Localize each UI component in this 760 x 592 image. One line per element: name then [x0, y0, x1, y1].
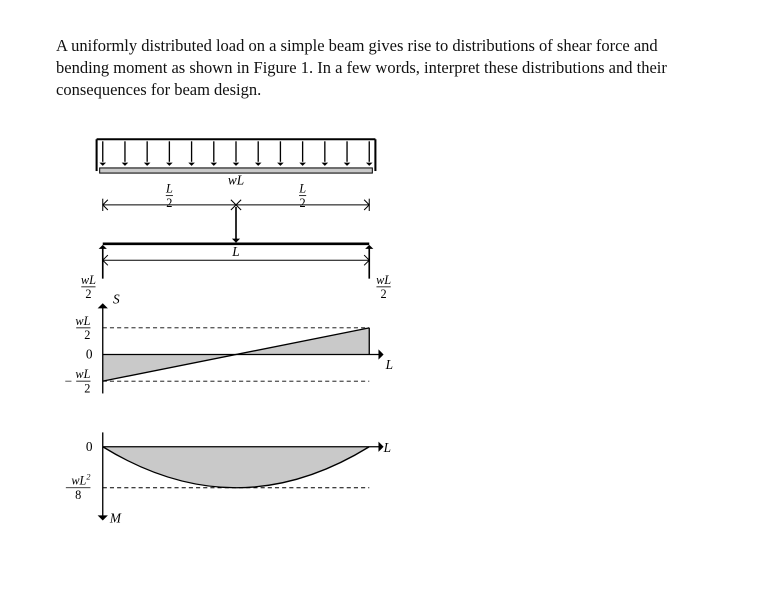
svg-text:wL: wL	[75, 314, 90, 328]
svg-text:L: L	[385, 357, 393, 372]
svg-text:wL: wL	[228, 173, 244, 188]
svg-text:0: 0	[86, 347, 93, 362]
svg-text:8: 8	[75, 488, 81, 502]
svg-text:2: 2	[300, 196, 306, 210]
svg-text:L: L	[298, 182, 306, 196]
svg-text:wL: wL	[81, 273, 96, 287]
svg-text:2: 2	[85, 287, 91, 301]
svg-text:wL: wL	[376, 273, 391, 287]
svg-text:2: 2	[84, 382, 90, 396]
svg-text:M: M	[109, 511, 122, 526]
svg-text:L: L	[165, 182, 173, 196]
question-text: A uniformly distributed load on a simple…	[56, 35, 676, 102]
svg-text:L: L	[383, 440, 391, 455]
svg-text:2: 2	[381, 287, 387, 301]
svg-text:2: 2	[84, 328, 90, 342]
svg-text:S: S	[113, 292, 120, 307]
beam-figure: L2L2wLLwL2wL2SL0wL2−wL20LMwL28	[56, 129, 416, 539]
svg-text:0: 0	[86, 439, 93, 454]
svg-text:L: L	[231, 244, 239, 259]
svg-text:wL2: wL2	[71, 473, 90, 488]
svg-text:wL: wL	[75, 367, 90, 381]
svg-text:2: 2	[166, 196, 172, 210]
page-root: A uniformly distributed load on a simple…	[0, 0, 760, 592]
svg-text:−: −	[64, 374, 72, 389]
